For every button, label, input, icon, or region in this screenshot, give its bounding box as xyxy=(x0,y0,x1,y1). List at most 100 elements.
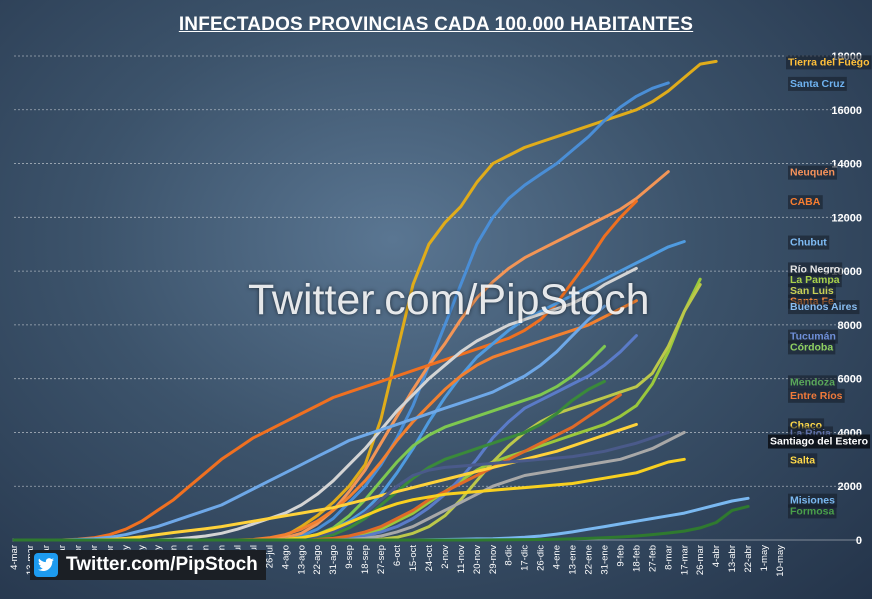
x-tick-label: 8-dic xyxy=(504,545,515,566)
series-end-labels: Tierra del Fuego Santa Cruz Neuquén CABA Chu… xyxy=(768,55,872,519)
y-tick-labels: 0200040006000800010000120001400016000180… xyxy=(831,51,862,547)
chart-title: INFECTADOS PROVINCIAS CADA 100.000 HABIT… xyxy=(178,14,694,35)
end-label-text: Chubut xyxy=(790,237,827,249)
series-line xyxy=(12,504,750,542)
x-tick-label: 22-abr xyxy=(743,545,754,572)
x-tick-label: 18-feb xyxy=(631,545,642,572)
end-label: Santiago del Estero xyxy=(768,434,871,449)
y-tick-label: 16000 xyxy=(831,105,862,117)
end-label-text: Río Negro xyxy=(790,263,840,275)
end-label: Entre Ríos xyxy=(788,388,845,403)
x-tick-label: 1-may xyxy=(759,545,770,572)
x-tick-label: 31-ago xyxy=(328,545,339,575)
series-line xyxy=(12,199,638,542)
x-tick-label: 4-abr xyxy=(711,545,722,567)
end-label-text: Santa Cruz xyxy=(790,78,845,90)
x-tick-label: 4-mar xyxy=(9,545,20,570)
end-label-text: San Luis xyxy=(790,285,834,297)
watermark-text: Twitter.com/PipStoch xyxy=(248,276,650,324)
end-label-bg xyxy=(788,375,838,390)
end-label-text: Buenos Aires xyxy=(790,301,857,313)
end-label-text: Formosa xyxy=(790,505,835,517)
end-label-bg xyxy=(788,453,818,468)
x-tick-label: 2-nov xyxy=(440,545,451,569)
x-tick-label: 9-sep xyxy=(344,545,355,569)
end-label: Formosa xyxy=(788,504,837,519)
x-tick-label: 29-nov xyxy=(488,545,499,574)
end-label: La Pampa xyxy=(788,273,842,288)
end-label: Neuquén xyxy=(788,165,837,180)
end-label: Río Negro xyxy=(788,262,843,277)
grid-lines xyxy=(14,55,862,541)
footer-text: Twitter.com/PipStoch xyxy=(66,554,258,575)
x-tick-label: 10-may xyxy=(775,545,786,577)
end-label-text: Tucumán xyxy=(790,331,836,343)
x-tick-label: 13-ene xyxy=(568,545,579,575)
end-label: CABA xyxy=(788,195,823,210)
end-label-bg xyxy=(768,434,871,449)
x-tick-label: 18-sep xyxy=(360,545,371,574)
end-label-text: La Pampa xyxy=(790,274,840,286)
end-label-bg xyxy=(786,55,872,70)
end-label-text: Misiones xyxy=(790,495,835,507)
x-tick-label: 22-ago xyxy=(312,545,323,575)
x-tick-label: 26-jul xyxy=(264,545,275,568)
y-tick-label: 12000 xyxy=(831,212,862,224)
end-label-bg xyxy=(788,329,838,344)
end-label-text: Santiago del Estero xyxy=(770,436,868,448)
x-tick-label: 31-ene xyxy=(599,545,610,575)
end-label-bg xyxy=(788,273,842,288)
end-label-bg xyxy=(788,235,830,250)
y-tick-label: 0 xyxy=(856,535,862,547)
end-label-bg xyxy=(788,504,837,519)
end-label-bg xyxy=(788,493,838,508)
x-tick-label: 27-sep xyxy=(376,545,387,574)
end-label: Tierra del Fuego xyxy=(786,55,872,70)
end-label-text: CABA xyxy=(790,196,821,208)
end-label: Misiones xyxy=(788,493,838,508)
x-tick-label: 24-oct xyxy=(424,545,435,572)
end-label: San Luis xyxy=(788,283,836,298)
twitter-bird-icon xyxy=(34,553,58,577)
end-label-bg xyxy=(788,195,823,210)
end-label-bg xyxy=(788,283,836,298)
x-tick-label: 17-mar xyxy=(679,545,690,575)
end-label-text: Córdoba xyxy=(790,341,833,353)
end-label-text: Entre Ríos xyxy=(790,390,843,402)
x-tick-label: 26-dic xyxy=(536,545,547,571)
y-tick-label: 6000 xyxy=(838,374,862,386)
series-lines xyxy=(12,59,750,542)
x-tick-label: 22-ene xyxy=(584,545,595,575)
end-label-text: Neuquén xyxy=(790,167,835,179)
x-tick-label: 26-mar xyxy=(695,545,706,575)
end-label-bg xyxy=(788,165,837,180)
end-label-text: Mendoza xyxy=(790,376,835,388)
series-line xyxy=(12,304,606,542)
x-tick-label: 17-dic xyxy=(520,545,531,571)
end-label-bg xyxy=(788,388,845,403)
x-tick-label: 6-oct xyxy=(392,545,403,566)
series-line xyxy=(12,393,622,542)
x-tick-label: 8-mar xyxy=(663,545,674,570)
end-label: Salta xyxy=(788,453,818,468)
x-tick-label: 15-oct xyxy=(408,545,419,572)
x-tick-label: 13-ago xyxy=(296,545,307,575)
x-tick-label: 27-feb xyxy=(647,545,658,572)
end-label-text: Tierra del Fuego xyxy=(788,56,870,68)
x-tick-label: 20-nov xyxy=(472,545,483,574)
y-tick-label: 8000 xyxy=(838,320,862,332)
end-label: Santa Cruz xyxy=(788,76,847,91)
end-label-text: Salta xyxy=(790,454,815,466)
end-label-bg xyxy=(788,300,860,315)
x-tick-label: 9-feb xyxy=(615,545,626,567)
end-label: Mendoza xyxy=(788,375,838,390)
twitter-footer[interactable]: Twitter.com/PipStoch xyxy=(30,550,266,580)
y-tick-label: 2000 xyxy=(838,481,862,493)
x-tick-label: 4-ene xyxy=(552,545,563,569)
end-label: Tucumán xyxy=(788,329,838,344)
end-label: Chubut xyxy=(788,235,830,250)
end-label-bg xyxy=(788,262,843,277)
y-tick-label: 14000 xyxy=(831,159,862,171)
end-label: Córdoba xyxy=(788,340,836,355)
